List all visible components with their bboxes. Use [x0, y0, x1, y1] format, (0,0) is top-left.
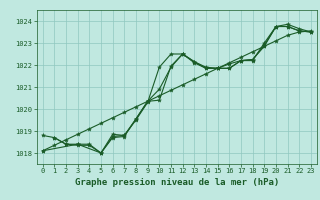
- X-axis label: Graphe pression niveau de la mer (hPa): Graphe pression niveau de la mer (hPa): [75, 178, 279, 187]
